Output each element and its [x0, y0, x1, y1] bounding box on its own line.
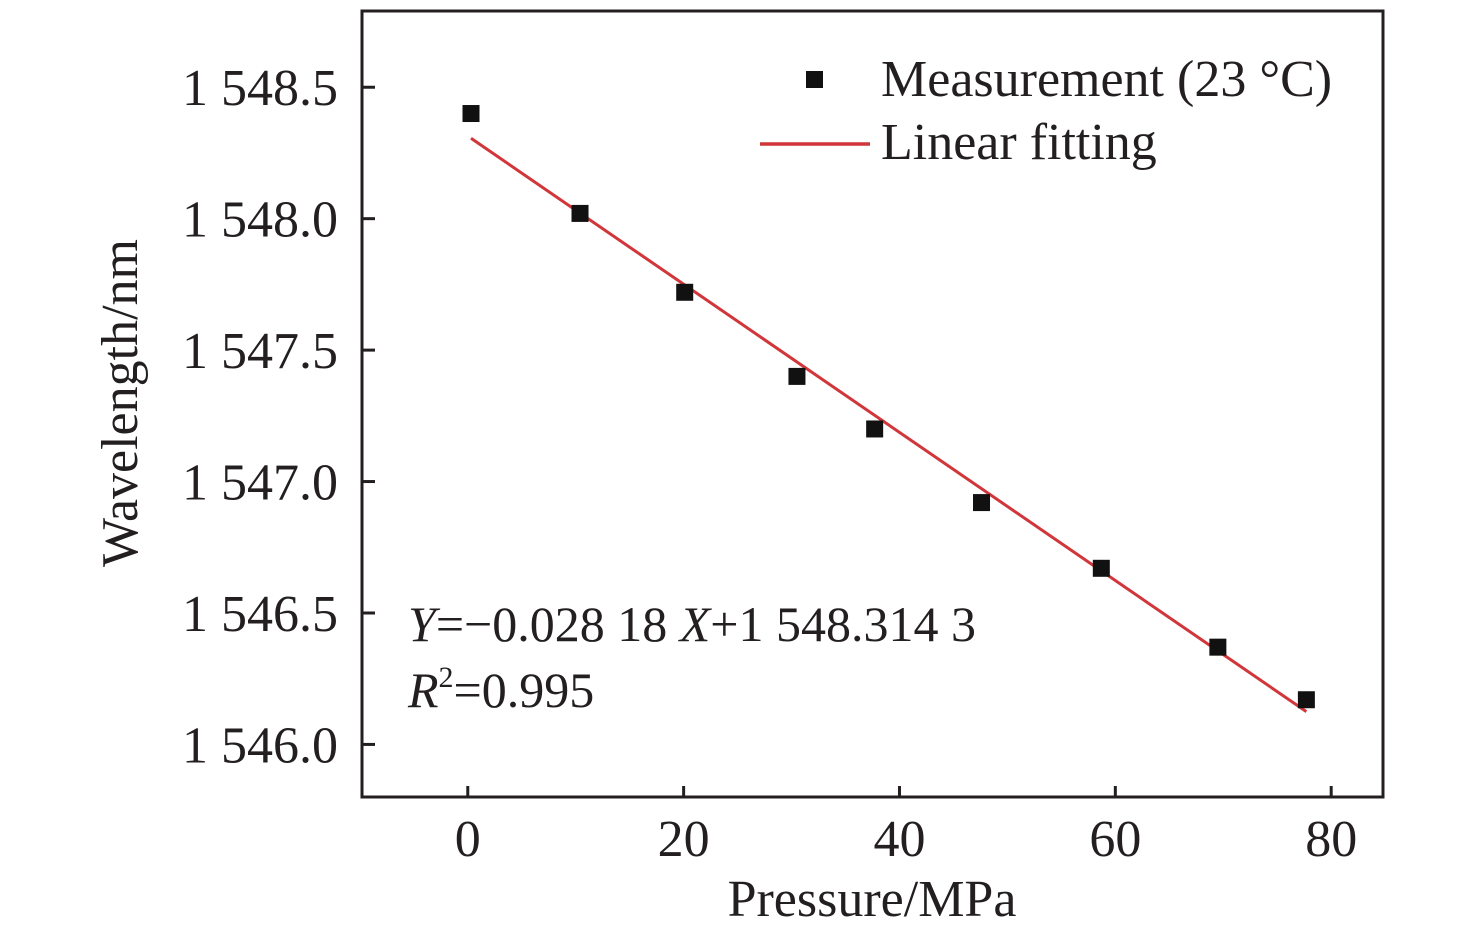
y-tick-label: 1 546.5 — [182, 586, 338, 643]
data-point — [1092, 559, 1110, 577]
legend-label-linear-fitting: Linear fitting — [881, 114, 1157, 171]
fit-line — [470, 137, 1308, 713]
legend-marker-measurement — [806, 71, 823, 88]
equation-y-var: Y — [408, 596, 441, 652]
equation-part-1: =−0.028 18 — [436, 596, 680, 652]
points-layer — [462, 105, 1315, 709]
fit-line-layer — [470, 137, 1308, 713]
x-tick-label: 80 — [1305, 811, 1357, 868]
data-point — [1297, 691, 1315, 709]
data-point — [676, 283, 694, 301]
r-squared-var: R — [407, 662, 439, 718]
equation-part-2: +1 548.314 3 — [710, 596, 976, 652]
y-tick-label: 1 548.0 — [182, 192, 338, 249]
x-tick-label: 40 — [873, 811, 925, 868]
legend: Measurement (23 °C) Linear fitting — [760, 51, 1332, 171]
plot-area — [360, 9, 1385, 799]
x-tick-label: 20 — [658, 811, 710, 868]
data-point — [1209, 638, 1227, 656]
data-point — [571, 204, 589, 222]
y-axis-title: Wavelength/nm — [92, 239, 149, 567]
x-tick-label: 0 — [455, 811, 481, 868]
y-tick-label: 1 546.0 — [182, 717, 338, 774]
data-point — [973, 494, 991, 512]
y-tick-label: 1 548.5 — [182, 60, 338, 117]
y-tick-label: 1 547.5 — [182, 323, 338, 380]
data-point — [866, 420, 884, 438]
x-axis-title: Pressure/MPa — [728, 871, 1017, 928]
x-tick-label: 60 — [1089, 811, 1141, 868]
data-point — [462, 105, 480, 123]
fit-equation: Y=−0.028 18 X+1 548.314 3 — [408, 596, 976, 652]
plot-frame — [360, 9, 1385, 799]
legend-label-measurement: Measurement (23 °C) — [881, 51, 1332, 108]
equation-x-var: X — [678, 596, 713, 652]
ticks-layer: 0 20 40 60 80 1 546.0 1 546.5 1 547.0 1 547.5 1 5… — [182, 60, 1357, 868]
y-tick-label: 1 547.0 — [182, 455, 338, 512]
r-squared-exponent: 2 — [439, 661, 454, 694]
data-point — [788, 367, 806, 385]
r-squared-value: =0.995 — [454, 662, 595, 718]
r-squared: R2=0.995 — [407, 661, 594, 718]
